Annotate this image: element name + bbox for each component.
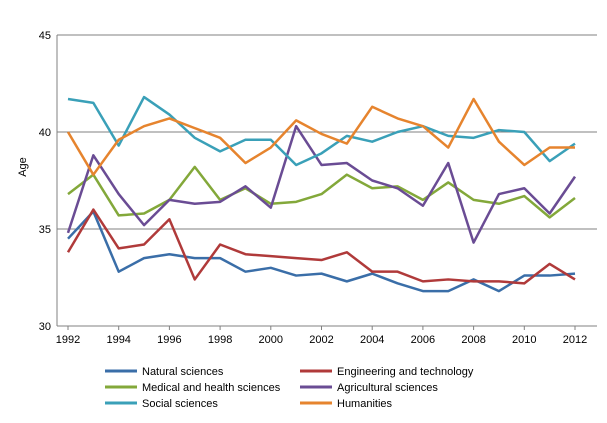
x-tick-label: 1992 bbox=[56, 334, 80, 346]
x-tick-label: 2008 bbox=[461, 334, 485, 346]
y-tick-label: 30 bbox=[39, 321, 51, 333]
x-tick-label: 2004 bbox=[360, 334, 384, 346]
series-line-agricultural-sciences bbox=[66, 124, 577, 244]
x-tick-label: 2000 bbox=[259, 334, 283, 346]
y-tick-label: 35 bbox=[39, 224, 51, 236]
legend-label: Natural sciences bbox=[142, 366, 224, 378]
y-tick-label: 40 bbox=[39, 127, 51, 139]
x-tick-label: 1994 bbox=[106, 334, 130, 346]
y-axis-label: Age bbox=[17, 157, 29, 177]
series-line-medical-and-health-sciences bbox=[67, 165, 576, 219]
x-tick-label: 1998 bbox=[208, 334, 232, 346]
x-tick-label: 1996 bbox=[157, 334, 181, 346]
legend-label: Social sciences bbox=[142, 398, 218, 410]
legend-label: Agricultural sciences bbox=[337, 382, 438, 394]
y-tick-label: 45 bbox=[39, 30, 51, 42]
series-line-social-sciences bbox=[67, 95, 576, 167]
series-line-natural-sciences bbox=[67, 210, 576, 293]
series-line-humanities bbox=[66, 97, 575, 176]
series-line-engineering-and-technology bbox=[66, 208, 576, 285]
legend-label: Engineering and technology bbox=[337, 366, 474, 378]
x-tick-label: 2002 bbox=[309, 334, 333, 346]
x-tick-label: 2012 bbox=[563, 334, 587, 346]
x-tick-label: 2006 bbox=[411, 334, 435, 346]
x-tick-label: 2010 bbox=[512, 334, 536, 346]
legend-label: Medical and health sciences bbox=[142, 382, 281, 394]
legend-label: Humanities bbox=[337, 398, 393, 410]
